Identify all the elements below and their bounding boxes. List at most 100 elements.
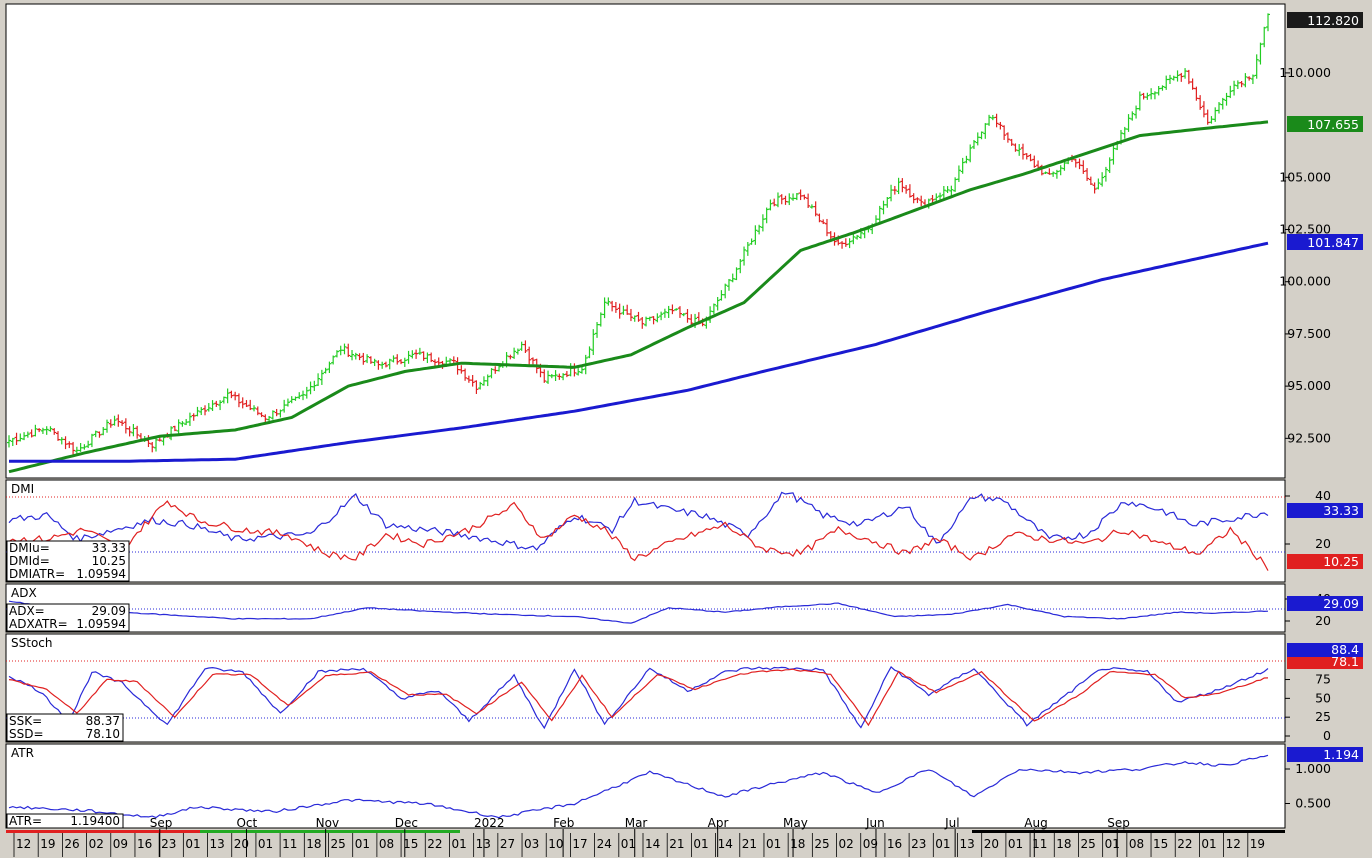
sstoch-tick-label: 75 bbox=[1315, 672, 1331, 687]
day-label: 12 bbox=[1226, 837, 1241, 851]
price-bar bbox=[651, 316, 656, 325]
day-label: 01 bbox=[621, 837, 636, 851]
price-bar bbox=[493, 366, 498, 374]
svg-text:29.09: 29.09 bbox=[1323, 596, 1359, 611]
day-label: 11 bbox=[1032, 837, 1047, 851]
price-tick-label: 92.500 bbox=[1287, 430, 1331, 445]
price-bar bbox=[911, 193, 916, 204]
price-bar bbox=[900, 178, 905, 193]
price-bar bbox=[1054, 169, 1059, 179]
sstoch-d-tag: 78.1 bbox=[1287, 654, 1363, 669]
price-bar bbox=[783, 195, 788, 205]
price-bar bbox=[1100, 172, 1105, 187]
price-bar bbox=[82, 444, 87, 450]
price-bar bbox=[715, 296, 720, 311]
price-tick-label: 100.000 bbox=[1279, 274, 1331, 289]
price-bar bbox=[915, 197, 920, 204]
price-bar bbox=[323, 367, 328, 374]
price-bar bbox=[1013, 143, 1018, 152]
svg-text:112.820: 112.820 bbox=[1307, 13, 1359, 28]
day-label: 01 bbox=[258, 837, 273, 851]
price-bar bbox=[368, 356, 373, 364]
price-bar bbox=[402, 357, 407, 367]
price-bar bbox=[941, 186, 946, 201]
price-tick-label: 102.500 bbox=[1279, 222, 1331, 237]
price-bar bbox=[990, 114, 995, 121]
price-tick-label: 95.000 bbox=[1287, 378, 1331, 393]
price-bar bbox=[308, 381, 313, 395]
day-label: 01 bbox=[451, 837, 466, 851]
price-bar bbox=[1243, 73, 1248, 88]
month-label: 2022 bbox=[474, 816, 505, 830]
price-bar bbox=[78, 443, 83, 452]
price-bar bbox=[1198, 95, 1203, 110]
day-label: 13 bbox=[960, 837, 975, 851]
day-label: 12 bbox=[16, 837, 31, 851]
price-bar bbox=[1190, 78, 1195, 90]
day-label: 20 bbox=[984, 837, 999, 851]
day-label: 01 bbox=[1008, 837, 1023, 851]
price-bar bbox=[757, 224, 762, 235]
sstoch-tick-label: 50 bbox=[1315, 690, 1331, 705]
price-bar bbox=[414, 349, 419, 359]
price-bar bbox=[466, 375, 471, 383]
price-bar bbox=[527, 346, 532, 366]
svg-text:1.194: 1.194 bbox=[1323, 747, 1359, 762]
price-bar bbox=[1017, 144, 1022, 156]
atr-tag: 1.194 bbox=[1287, 747, 1363, 762]
atr-tick-label: 1.000 bbox=[1295, 761, 1331, 776]
price-tick-label: 105.000 bbox=[1279, 169, 1331, 184]
price-bar bbox=[289, 396, 294, 404]
price-bar bbox=[240, 397, 245, 409]
svg-text:DMId=: DMId= bbox=[9, 554, 50, 568]
svg-text:107.655: 107.655 bbox=[1307, 117, 1359, 132]
day-label: 18 bbox=[306, 837, 321, 851]
price-bar bbox=[726, 278, 731, 291]
price-bar bbox=[764, 207, 769, 224]
price-bar bbox=[376, 360, 381, 370]
price-bar bbox=[176, 419, 181, 435]
price-bar bbox=[1088, 176, 1093, 185]
price-bar bbox=[1160, 85, 1165, 91]
svg-text:1.09594: 1.09594 bbox=[76, 567, 126, 581]
price-bar bbox=[353, 352, 358, 360]
day-label: 10 bbox=[548, 837, 563, 851]
price-bar bbox=[787, 193, 792, 206]
price-bar bbox=[429, 352, 434, 363]
day-label: 03 bbox=[524, 837, 539, 851]
price-bar bbox=[546, 370, 551, 384]
svg-text:1.19400: 1.19400 bbox=[70, 814, 120, 828]
price-bar bbox=[312, 380, 317, 391]
svg-text:1.09594: 1.09594 bbox=[76, 617, 126, 631]
month-label: Jun bbox=[865, 816, 885, 830]
price-bar bbox=[101, 427, 106, 436]
day-label: 08 bbox=[1129, 837, 1144, 851]
price-bar bbox=[512, 347, 517, 359]
price-bar bbox=[131, 424, 136, 437]
day-label: 16 bbox=[887, 837, 902, 851]
day-label: 01 bbox=[1201, 837, 1216, 851]
svg-text:78.10: 78.10 bbox=[86, 727, 120, 741]
day-label: 15 bbox=[403, 837, 418, 851]
price-bar bbox=[120, 420, 125, 426]
price-bar bbox=[421, 351, 426, 361]
price-bar bbox=[949, 185, 954, 196]
dmi-tick-label: 40 bbox=[1315, 488, 1331, 503]
svg-text:78.1: 78.1 bbox=[1331, 654, 1359, 669]
price-bar bbox=[640, 317, 645, 329]
price-bar bbox=[391, 355, 396, 363]
price-bar bbox=[346, 343, 351, 358]
price-bar bbox=[670, 304, 675, 315]
day-label: 14 bbox=[718, 837, 733, 851]
svg-text:DMIATR=: DMIATR= bbox=[9, 567, 65, 581]
price-bar bbox=[331, 355, 336, 365]
price-bar bbox=[1209, 116, 1214, 124]
price-bar bbox=[399, 359, 404, 365]
price-bar bbox=[71, 441, 76, 455]
svg-text:29.09: 29.09 bbox=[92, 604, 126, 618]
day-label: 18 bbox=[1056, 837, 1071, 851]
price-bar bbox=[1024, 153, 1029, 160]
price-bar bbox=[610, 300, 615, 312]
price-bar bbox=[508, 354, 513, 360]
